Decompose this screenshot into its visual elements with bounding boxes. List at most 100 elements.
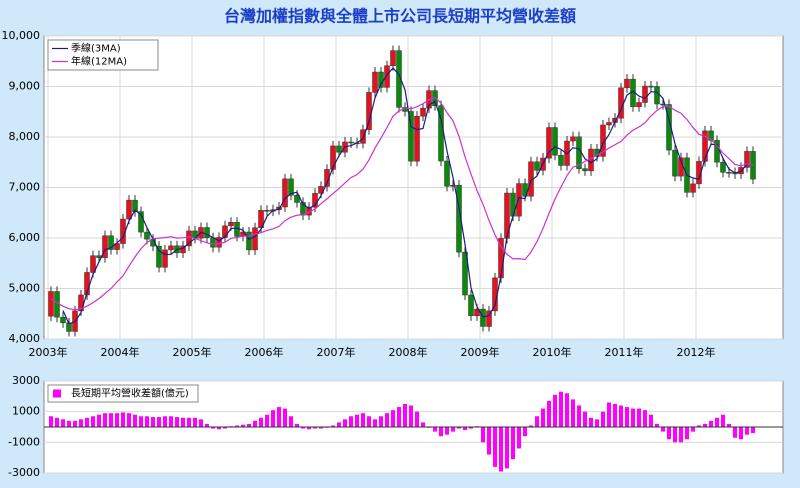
candle-body — [648, 85, 654, 88]
y-tick-label: -3000 — [8, 466, 40, 479]
candle-body — [444, 160, 450, 187]
bar — [511, 427, 515, 460]
candle-body — [288, 178, 294, 196]
bar — [547, 400, 551, 427]
bar — [181, 417, 185, 427]
bar — [589, 417, 593, 427]
candle-body — [360, 129, 366, 144]
bar — [391, 410, 395, 427]
y-tick-label: 6,000 — [9, 231, 41, 244]
candle-body — [720, 161, 726, 173]
bar — [481, 427, 485, 443]
candle-body — [702, 130, 708, 162]
candle-body — [204, 227, 210, 238]
bar — [217, 427, 221, 430]
bar — [421, 422, 425, 427]
candle-body — [420, 107, 426, 117]
bar — [691, 427, 695, 432]
bar — [715, 417, 719, 427]
bar — [97, 414, 101, 427]
x-tick-label: 2004年 — [101, 345, 140, 359]
candle-body — [414, 115, 420, 162]
bar — [505, 427, 509, 469]
bar — [517, 427, 521, 449]
bar — [463, 427, 467, 431]
candle-body — [726, 172, 732, 174]
bar — [529, 425, 533, 427]
y-tick-label: 3000 — [12, 374, 40, 387]
bar — [121, 412, 125, 427]
bar — [679, 427, 683, 443]
candle-body — [156, 245, 162, 268]
bar — [337, 422, 341, 427]
bar — [445, 427, 449, 435]
bar — [613, 404, 617, 427]
bar — [103, 413, 107, 427]
bar — [49, 416, 53, 427]
bar — [631, 408, 635, 427]
bar — [307, 427, 311, 430]
candle-body — [588, 148, 594, 172]
candle-body — [180, 245, 186, 254]
candle-body — [546, 127, 552, 159]
candle-body — [144, 231, 150, 240]
bar — [331, 425, 335, 427]
bar — [265, 414, 269, 427]
candle-body — [450, 184, 456, 187]
candle-body — [210, 237, 216, 248]
bar — [415, 411, 419, 427]
y-tick-label: 1000 — [12, 405, 40, 418]
candle-body — [348, 141, 354, 144]
bar — [301, 427, 305, 429]
bar — [247, 423, 251, 427]
bar — [367, 416, 371, 427]
bar — [61, 419, 65, 427]
legend-box — [47, 39, 159, 71]
candle-body — [690, 183, 696, 193]
bar — [661, 427, 665, 432]
bar — [565, 393, 569, 427]
candle-body — [138, 211, 144, 233]
candle-body — [582, 168, 588, 172]
candle-body — [408, 111, 414, 162]
bar — [751, 427, 755, 434]
candle-body — [396, 50, 402, 108]
bar — [451, 427, 455, 432]
bar — [385, 413, 389, 427]
y-tick-label: 5,000 — [9, 282, 41, 295]
x-tick-label: 2005年 — [173, 345, 212, 359]
bar — [739, 427, 743, 440]
candle-body — [372, 71, 378, 93]
x-tick-label: 2011年 — [605, 345, 644, 359]
bar — [145, 416, 149, 427]
candle-body — [162, 249, 168, 268]
bar — [187, 417, 191, 427]
candle-body — [48, 291, 54, 317]
bar — [85, 417, 89, 427]
bar — [499, 427, 503, 472]
bar — [487, 427, 491, 455]
bar — [667, 427, 671, 440]
bar — [541, 408, 545, 427]
bar — [55, 417, 59, 427]
bar — [361, 413, 365, 427]
bar — [169, 416, 173, 427]
candle-body — [480, 308, 486, 327]
bar — [745, 427, 749, 435]
candle-body — [708, 130, 714, 141]
candle-body — [384, 65, 390, 88]
bar — [493, 427, 497, 467]
bar — [127, 413, 131, 427]
candle-body — [654, 86, 660, 105]
bar — [319, 427, 323, 429]
bar — [277, 407, 281, 427]
bar — [79, 419, 83, 427]
candle-body — [264, 210, 270, 212]
candle-body — [486, 310, 492, 327]
candle-body — [516, 183, 522, 217]
candle-body — [552, 127, 558, 156]
bar — [403, 404, 407, 427]
bar — [271, 410, 275, 427]
